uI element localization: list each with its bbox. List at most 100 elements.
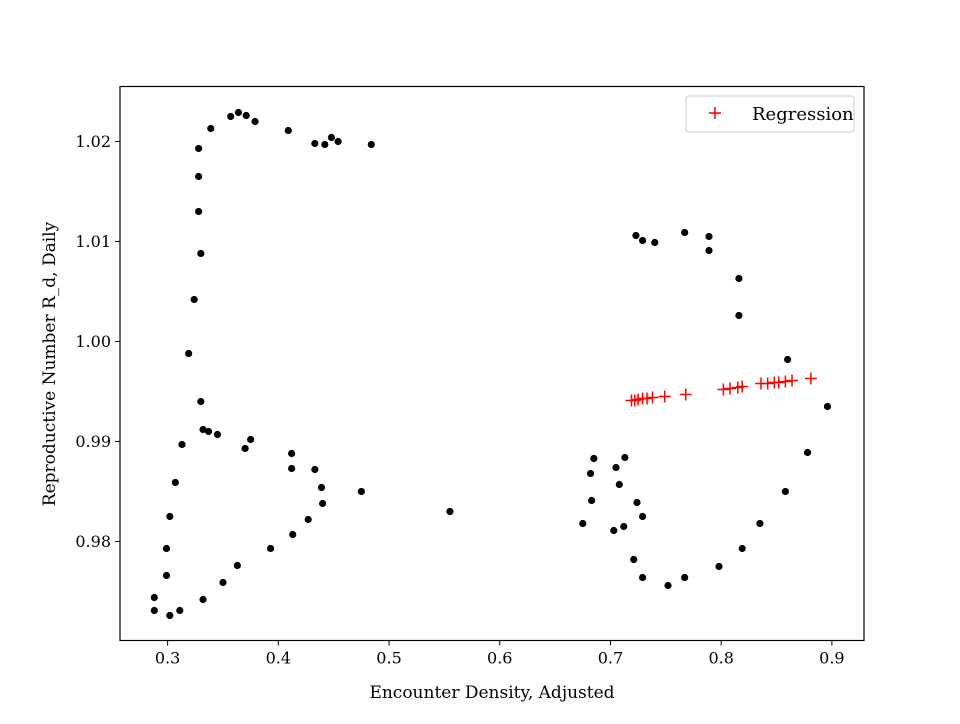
data-point — [664, 581, 672, 590]
data-point — [213, 430, 222, 439]
data-point — [446, 507, 454, 516]
data-point — [357, 487, 365, 496]
regression-point — [641, 392, 653, 405]
data-point — [199, 595, 207, 604]
data-point — [166, 611, 174, 620]
y-tick-label: 1.01 — [75, 232, 111, 251]
regression-point — [724, 382, 737, 395]
data-point — [190, 295, 198, 304]
data-point — [219, 578, 227, 587]
data-point — [620, 522, 628, 531]
data-point — [247, 435, 255, 444]
data-point — [162, 544, 171, 553]
data-point — [735, 274, 743, 283]
legend-marker-regression — [709, 107, 721, 119]
data-point — [176, 606, 184, 615]
x-axis: 0.3 0.4 0.5 0.6 0.7 0.8 0.9 — [155, 640, 845, 668]
data-point — [367, 140, 375, 149]
data-point — [630, 555, 638, 564]
data-point — [178, 440, 186, 449]
x-tick-label: 0.4 — [266, 649, 291, 668]
legend-box — [685, 95, 855, 133]
data-point — [823, 402, 832, 411]
data-point — [233, 561, 241, 570]
data-point — [588, 496, 596, 505]
data-point — [317, 483, 326, 492]
data-point — [705, 232, 713, 241]
x-axis-label: Encounter Density, Adjusted — [369, 683, 614, 703]
data-point — [166, 512, 174, 521]
data-point — [632, 231, 640, 240]
data-point — [284, 126, 292, 135]
data-point — [311, 465, 319, 474]
data-point — [288, 464, 296, 473]
series-1 — [625, 372, 817, 407]
data-point — [781, 487, 789, 496]
data-point — [195, 207, 203, 216]
legend: Regression — [685, 95, 855, 133]
data-point — [633, 498, 641, 507]
y-axis: 0.98 0.99 1.00 1.01 1.02 — [75, 132, 120, 551]
x-tick-label: 0.3 — [155, 649, 180, 668]
regression-point — [628, 394, 641, 407]
y-tick-label: 0.98 — [75, 532, 111, 551]
data-point — [150, 593, 158, 602]
regression-point — [761, 377, 774, 390]
regression-point — [786, 374, 799, 387]
plot-frame — [119, 85, 865, 642]
data-point — [266, 544, 275, 553]
data-point — [288, 449, 296, 458]
data-point — [610, 526, 618, 535]
data-point — [234, 108, 243, 117]
data-point — [638, 573, 647, 582]
data-point — [150, 606, 158, 615]
legend-plus-icon — [709, 107, 721, 119]
data-point — [171, 478, 179, 487]
legend-label-regression: Regression — [752, 104, 854, 125]
x-tick-label: 0.8 — [708, 649, 733, 668]
data-point — [735, 311, 743, 320]
y-tick-label: 0.99 — [75, 432, 111, 451]
data-point — [334, 137, 342, 146]
data-point — [241, 444, 249, 453]
y-axis-label: Reproductive Number R_d, Daily — [40, 221, 60, 506]
data-point — [327, 133, 336, 142]
data-point — [803, 448, 812, 457]
y-tick-label: 1.00 — [75, 332, 111, 351]
data-point — [311, 139, 319, 148]
data-point — [784, 355, 792, 364]
data-point — [242, 111, 250, 120]
x-tick-label: 0.5 — [376, 649, 401, 668]
data-point — [715, 562, 723, 571]
regression-point — [736, 380, 749, 393]
data-point — [681, 573, 689, 582]
data-point — [207, 124, 215, 133]
data-point — [251, 117, 259, 126]
regression-point — [779, 375, 792, 388]
data-point — [195, 172, 203, 181]
series-0 — [150, 108, 832, 620]
regression-point — [717, 383, 730, 396]
data-point — [586, 469, 595, 478]
data-point — [185, 349, 193, 358]
data-point — [756, 519, 764, 528]
regression-point — [772, 376, 785, 389]
data-point — [615, 480, 623, 489]
data-point — [304, 515, 312, 524]
data-point — [197, 397, 205, 406]
data-point — [227, 112, 235, 121]
regression-point — [646, 391, 659, 404]
data-point — [204, 427, 213, 436]
data-point — [321, 140, 329, 149]
data-point — [705, 246, 713, 255]
data-point — [638, 236, 647, 245]
data-point — [738, 544, 746, 553]
regression-point — [804, 372, 817, 385]
data-point — [579, 519, 587, 528]
x-tick-label: 0.6 — [487, 649, 512, 668]
x-tick-label: 0.7 — [598, 649, 623, 668]
data-point — [195, 144, 203, 153]
regression-point — [658, 390, 671, 403]
